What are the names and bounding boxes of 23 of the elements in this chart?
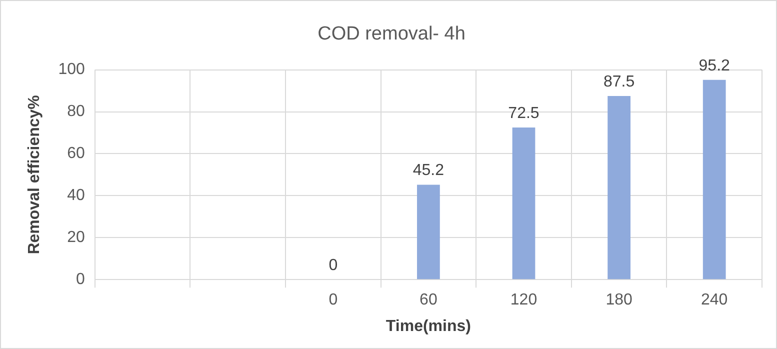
y-tick-label: 0 — [76, 271, 85, 288]
y-tick-label: 40 — [67, 187, 85, 204]
x-tick-label: 180 — [606, 292, 632, 309]
x-tick-label: 60 — [420, 292, 438, 309]
data-label: 95.2 — [698, 57, 730, 74]
bar — [417, 184, 440, 280]
y-tick-label: 60 — [67, 145, 85, 162]
x-tick-label: 120 — [510, 292, 538, 309]
x-tick-label: 240 — [701, 292, 728, 309]
y-tick-label: 80 — [67, 103, 85, 120]
y-tick-label: 20 — [67, 229, 85, 246]
data-label: 87.5 — [603, 73, 635, 90]
y-tick-label: 100 — [58, 61, 85, 78]
y-axis-title: Removal efficiency% — [26, 95, 44, 254]
data-label: 0 — [328, 257, 338, 274]
bar — [702, 80, 726, 280]
bar — [608, 96, 630, 280]
x-tick-label: 0 — [328, 292, 338, 309]
chart-title: COD removal- 4h — [318, 24, 466, 45]
bar — [512, 127, 536, 280]
data-label: 45.2 — [412, 162, 444, 180]
data-label: 72.5 — [508, 104, 540, 122]
x-axis-title: Time(mins) — [386, 318, 471, 335]
